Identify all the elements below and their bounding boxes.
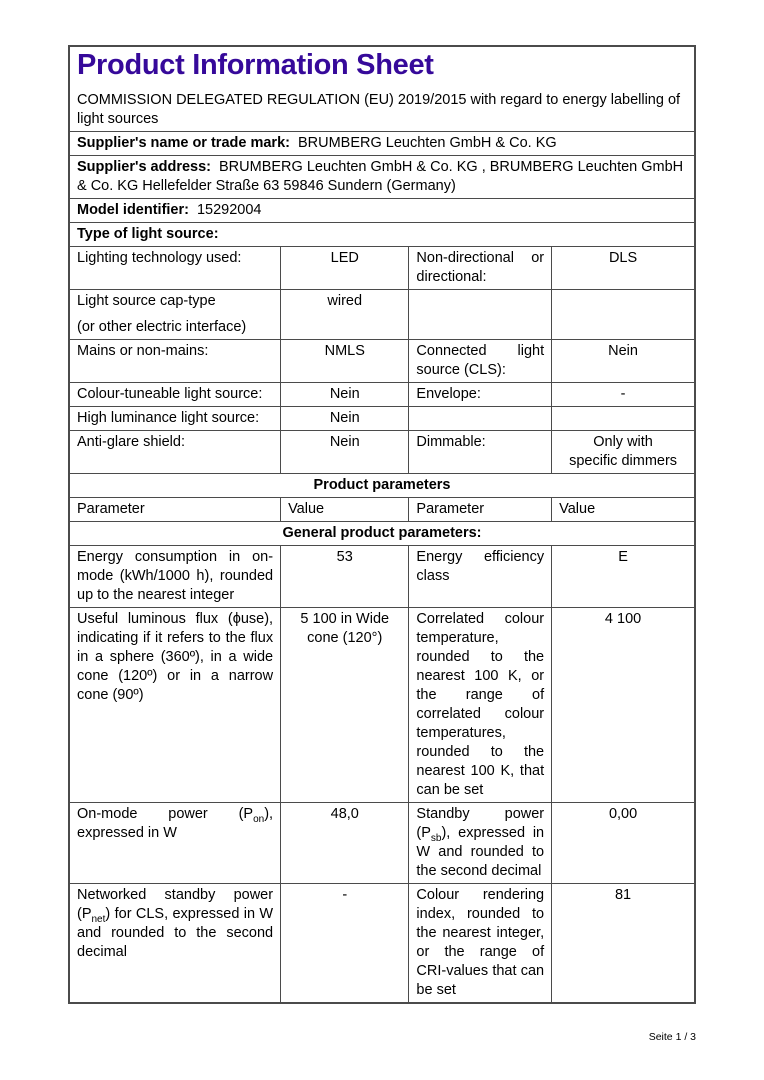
type-section-header: Type of light source: [68,222,696,247]
page-number: Seite 1 / 3 [648,1031,696,1043]
supplier-address-value: BRUMBERG Leuchten GmbH & Co. KG , BRUMBE… [77,159,684,194]
supplier-name-label: Supplier's name or trade mark: [77,135,290,151]
product-information-sheet-page: Product Information Sheet COMMISSION DEL… [68,45,696,1044]
param-text: Networked standby power (P [77,887,274,922]
param-cell: Lighting technology used: [68,246,282,290]
param-cell: Connected light source (CLS): [408,339,553,383]
col-header: Value [280,497,410,522]
value-cell: - [280,883,410,1004]
supplier-address-cell: Supplier's address: BRUMBERG Leuchten Gmb… [68,155,696,199]
subscript: on [253,813,265,825]
value-cell: 81 [551,883,696,1004]
table-row: Networked standby power (Pnet) for CLS, … [68,883,696,1004]
param-cell: Colour rendering index, rounded to the n… [408,883,553,1004]
pis-table: Product Information Sheet COMMISSION DEL… [68,45,696,1004]
title-row: Product Information Sheet COMMISSION DEL… [68,45,696,132]
value-line: Only with [593,434,653,450]
value-cell: - [551,382,696,407]
value-cell: Only with specific dimmers [551,430,696,474]
supplier-address-label: Supplier's address: [77,159,211,175]
value-cell [551,289,696,340]
param-cell: Standby power (Psb), expressed in W and … [408,802,553,884]
value-cell: DLS [551,246,696,290]
column-header-row: Parameter Value Parameter Value [68,497,696,522]
col-header: Value [551,497,696,522]
table-row: High luminance light source: Nein [68,406,696,431]
model-identifier-value: 15292004 [196,202,262,218]
param-cell: Envelope: [408,382,553,407]
param-text: Standby power (P [416,806,545,841]
value-cell: 48,0 [280,802,410,884]
general-parameters-row: General product parameters: [68,521,696,546]
param-cell: High luminance light source: [68,406,282,431]
model-identifier-label: Model identifier: [77,202,189,218]
param-cell: Networked standby power (Pnet) for CLS, … [68,883,282,1004]
value-cell: wired [280,289,410,340]
value-cell: 4 100 [551,607,696,803]
value-cell: Nein [280,430,410,474]
param-cell: Dimmable: [408,430,553,474]
table-row: Lighting technology used: LED Non-direct… [68,246,696,290]
param-text: On-mode power (P [77,806,254,822]
param-text: ), expressed in W and rounded to the sec… [416,825,545,879]
col-header: Parameter [408,497,553,522]
param-cell: Correlated colour temperature, rounded t… [408,607,553,803]
value-cell [551,406,696,431]
supplier-name-cell: Supplier's name or trade mark: BRUMBERG L… [68,131,696,156]
value-cell: LED [280,246,410,290]
supplier-address-row: Supplier's address: BRUMBERG Leuchten Gmb… [68,155,696,199]
param-cell: Non-directional or directional: [408,246,553,290]
value-cell: NMLS [280,339,410,383]
param-cell: Colour-tuneable light source: [68,382,282,407]
param-line: (or other electric interface) [77,319,247,335]
model-identifier-cell: Model identifier: 15292004 [68,198,696,223]
param-cell: Energy efficiency class [408,545,553,608]
table-row: Energy consumption in on-mode (kWh/1000 … [68,545,696,608]
value-cell: 0,00 [551,802,696,884]
value-cell: Nein [280,406,410,431]
value-cell: Nein [280,382,410,407]
table-row: On-mode power (Pon), expressed in W 48,0… [68,802,696,884]
title-block: Product Information Sheet COMMISSION DEL… [68,45,696,132]
param-cell: On-mode power (Pon), expressed in W [68,802,282,884]
value-cell: 5 100 in Wide cone (120°) [280,607,410,803]
value-line: specific dimmers [569,453,678,469]
supplier-name-row: Supplier's name or trade mark: BRUMBERG L… [68,131,696,156]
supplier-name-value: BRUMBERG Leuchten GmbH & Co. KG [297,135,557,151]
regulation-subtitle: COMMISSION DELEGATED REGULATION (EU) 201… [77,92,681,127]
subscript: net [91,913,106,925]
param-cell: Anti-glare shield: [68,430,282,474]
subscript: sb [430,832,442,844]
type-section-row: Type of light source: [68,222,696,247]
param-cell: Useful luminous flux (ϕuse), indicating … [68,607,282,803]
param-line: Light source cap-type [77,293,216,309]
table-row: Colour-tuneable light source: Nein Envel… [68,382,696,407]
param-text: ) for CLS, expressed in W and rounded to… [77,906,274,960]
param-text: ), expressed in W [77,806,274,841]
param-cell [408,406,553,431]
table-row: Mains or non-mains: NMLS Connected light… [68,339,696,383]
param-cell [408,289,553,340]
general-parameters-header: General product parameters: [68,521,696,546]
value-cell: 53 [280,545,410,608]
table-row: Anti-glare shield: Nein Dimmable: Only w… [68,430,696,474]
param-cell: Light source cap-type (or other electric… [68,289,282,340]
table-row: Light source cap-type (or other electric… [68,289,696,340]
param-cell: Energy consumption in on-mode (kWh/1000 … [68,545,282,608]
product-parameters-header: Product parameters [68,473,696,498]
value-cell: E [551,545,696,608]
table-row: Useful luminous flux (ϕuse), indicating … [68,607,696,803]
page-title: Product Information Sheet [77,49,434,81]
param-cell: Mains or non-mains: [68,339,282,383]
model-identifier-row: Model identifier: 15292004 [68,198,696,223]
product-parameters-row: Product parameters [68,473,696,498]
value-cell: Nein [551,339,696,383]
col-header: Parameter [68,497,282,522]
